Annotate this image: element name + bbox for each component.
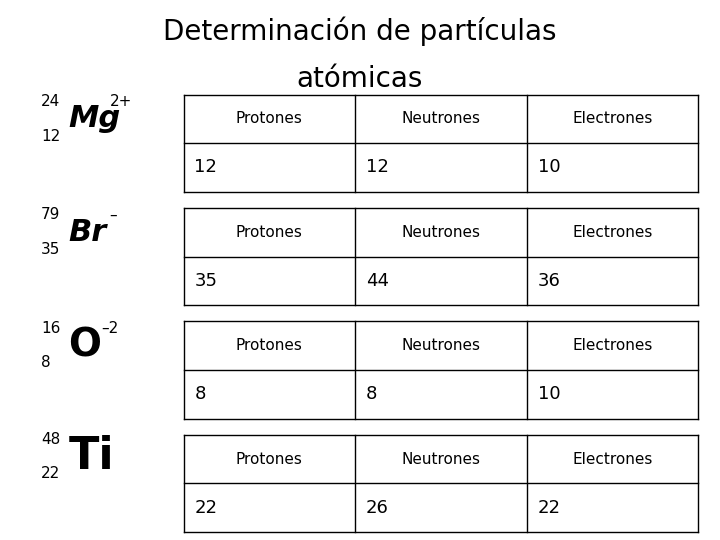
- Text: Ti: Ti: [68, 435, 114, 478]
- Text: Br: Br: [68, 218, 107, 247]
- Text: 12: 12: [366, 158, 389, 177]
- Text: Electrones: Electrones: [572, 225, 653, 240]
- Text: 10: 10: [538, 158, 560, 177]
- Text: atómicas: atómicas: [297, 65, 423, 93]
- Text: 35: 35: [41, 242, 60, 257]
- Text: Electrones: Electrones: [572, 338, 653, 353]
- Text: O: O: [68, 327, 102, 364]
- Text: 22: 22: [194, 498, 217, 517]
- Text: 44: 44: [366, 272, 389, 290]
- Text: –: –: [109, 207, 117, 222]
- Text: 22: 22: [41, 466, 60, 481]
- Text: Neutrones: Neutrones: [402, 451, 480, 467]
- Text: Neutrones: Neutrones: [402, 338, 480, 353]
- Text: 10: 10: [538, 385, 560, 403]
- Text: Protones: Protones: [236, 111, 303, 126]
- Text: 8: 8: [366, 385, 377, 403]
- Text: –2: –2: [101, 321, 118, 336]
- Text: 35: 35: [194, 272, 217, 290]
- Text: 48: 48: [41, 431, 60, 447]
- Text: Protones: Protones: [236, 225, 303, 240]
- Text: 2+: 2+: [109, 94, 132, 109]
- Text: 8: 8: [41, 355, 50, 370]
- Text: Electrones: Electrones: [572, 451, 653, 467]
- Text: 12: 12: [194, 158, 217, 177]
- Text: Protones: Protones: [236, 338, 303, 353]
- Text: Determinación de partículas: Determinación de partículas: [163, 16, 557, 46]
- Text: 22: 22: [538, 498, 561, 517]
- Text: Neutrones: Neutrones: [402, 225, 480, 240]
- Text: 36: 36: [538, 272, 560, 290]
- Text: Electrones: Electrones: [572, 111, 653, 126]
- Text: 26: 26: [366, 498, 389, 517]
- Text: Neutrones: Neutrones: [402, 111, 480, 126]
- Text: 79: 79: [41, 207, 60, 222]
- Text: 8: 8: [194, 385, 206, 403]
- Text: 16: 16: [41, 321, 60, 336]
- Text: 12: 12: [41, 129, 60, 144]
- Text: Mg: Mg: [68, 104, 121, 133]
- Text: Protones: Protones: [236, 451, 303, 467]
- Text: 24: 24: [41, 94, 60, 109]
